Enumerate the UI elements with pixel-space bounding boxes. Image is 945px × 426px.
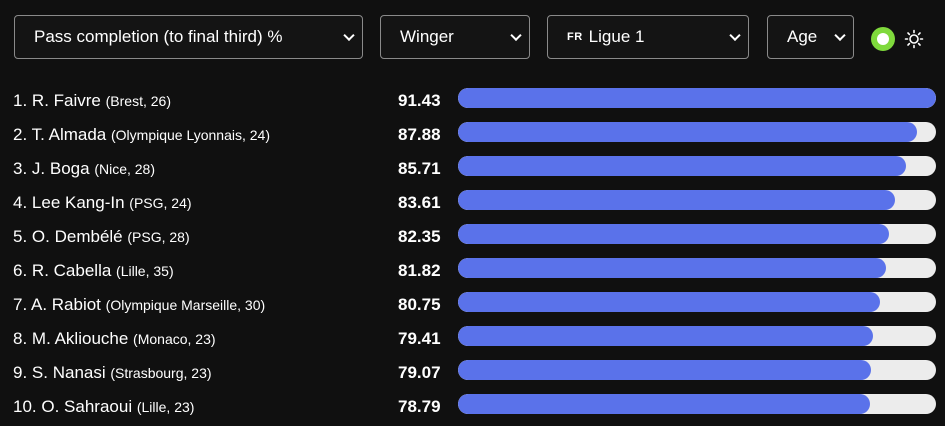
- player-value: 78.79: [398, 397, 441, 416]
- player-label: 2. T. Almada (Olympique Lyonnais, 24): [13, 125, 270, 145]
- league-select-value: Ligue 1: [588, 27, 645, 46]
- player-label: 8. M. Akliouche (Monaco, 23): [13, 329, 216, 349]
- player-label: 7. A. Rabiot (Olympique Marseille, 30): [13, 295, 265, 315]
- ranking-list: 1. R. Faivre (Brest, 26) 91.43 2. T. Almad…: [0, 83, 945, 423]
- table-row[interactable]: 3. J. Boga (Nice, 28) 85.71: [0, 151, 945, 185]
- position-select[interactable]: Winger: [380, 15, 530, 59]
- chevron-down-icon: [510, 29, 522, 42]
- player-value: 79.07: [398, 363, 441, 382]
- player-value: 91.43: [398, 91, 441, 110]
- table-row[interactable]: 7. A. Rabiot (Olympique Marseille, 30) 80…: [0, 287, 945, 321]
- player-name: O. Sahraoui: [41, 397, 133, 416]
- value-bar-fill: [458, 292, 881, 312]
- value-bar-fill: [458, 394, 870, 414]
- player-rank: 2.: [13, 125, 28, 144]
- player-name: Lee Kang-In: [31, 193, 125, 212]
- value-bar-track: [458, 326, 936, 346]
- value-bar-fill: [458, 190, 896, 210]
- player-label: 9. S. Nanasi (Strasbourg, 23): [13, 363, 212, 383]
- table-row[interactable]: 4. Lee Kang-In (PSG, 24) 83.61: [0, 185, 945, 219]
- player-rank: 10.: [13, 397, 37, 416]
- player-rank: 8.: [13, 329, 28, 348]
- value-bar-fill: [458, 122, 918, 142]
- sort-select[interactable]: Age: [767, 15, 854, 59]
- league-select[interactable]: FR Ligue 1: [547, 15, 749, 59]
- chevron-down-icon: [729, 29, 741, 42]
- player-rank: 6.: [13, 261, 28, 280]
- value-bar-track: [458, 122, 936, 142]
- value-bar-track: [458, 156, 936, 176]
- player-club-age: (Olympique Lyonnais, 24): [111, 127, 271, 143]
- light-theme-toggle[interactable]: [902, 27, 926, 51]
- player-value: 83.61: [398, 193, 441, 212]
- position-select-value: Winger: [400, 27, 454, 46]
- value-bar-fill: [458, 88, 936, 108]
- player-club-age: (Lille, 35): [116, 263, 174, 279]
- value-bar-track: [458, 360, 936, 380]
- player-value: 80.75: [398, 295, 441, 314]
- table-row[interactable]: 8. M. Akliouche (Monaco, 23) 79.41: [0, 321, 945, 355]
- table-row[interactable]: 10. O. Sahraoui (Lille, 23) 78.79: [0, 389, 945, 423]
- value-bar-track: [458, 224, 936, 244]
- table-row[interactable]: 1. R. Faivre (Brest, 26) 91.43: [0, 83, 945, 117]
- player-label: 3. J. Boga (Nice, 28): [13, 159, 155, 179]
- player-rank: 4.: [13, 193, 28, 212]
- value-bar-fill: [458, 224, 889, 244]
- value-bar-track: [458, 292, 936, 312]
- player-label: 4. Lee Kang-In (PSG, 24): [13, 193, 192, 213]
- value-bar-track: [458, 258, 936, 278]
- player-name: S. Nanasi: [31, 363, 106, 382]
- player-club-age: (PSG, 28): [127, 229, 190, 245]
- value-bar-fill: [458, 360, 872, 380]
- player-rank: 1.: [13, 91, 28, 110]
- table-row[interactable]: 2. T. Almada (Olympique Lyonnais, 24) 87.…: [0, 117, 945, 151]
- player-rank: 3.: [13, 159, 28, 178]
- chevron-down-icon: [343, 29, 355, 42]
- player-value: 79.41: [398, 329, 441, 348]
- player-name: R. Faivre: [31, 91, 101, 110]
- player-club-age: (Olympique Marseille, 30): [105, 297, 266, 313]
- player-name: M. Akliouche: [31, 329, 129, 348]
- player-club-age: (Brest, 26): [105, 93, 171, 109]
- player-value: 81.82: [398, 261, 441, 280]
- player-label: 6. R. Cabella (Lille, 35): [13, 261, 174, 281]
- player-club-age: (Strasbourg, 23): [110, 365, 212, 381]
- player-label: 5. O. Dembélé (PSG, 28): [13, 227, 190, 247]
- value-bar-track: [458, 394, 936, 414]
- player-rank: 7.: [13, 295, 28, 314]
- value-bar-track: [458, 190, 936, 210]
- player-club-age: (Lille, 23): [136, 399, 195, 415]
- metric-select[interactable]: Pass completion (to final third) %: [14, 15, 363, 59]
- player-rank: 9.: [13, 363, 28, 382]
- player-label: 1. R. Faivre (Brest, 26): [13, 91, 171, 111]
- player-value: 85.71: [398, 159, 441, 178]
- player-value: 82.35: [398, 227, 441, 246]
- chevron-down-icon: [834, 29, 846, 42]
- metric-select-value: Pass completion (to final third) %: [34, 27, 283, 46]
- value-bar-fill: [458, 326, 874, 346]
- player-club-age: (Nice, 28): [94, 161, 155, 177]
- value-bar-fill: [458, 258, 886, 278]
- sun-icon: [904, 29, 924, 49]
- player-value: 87.88: [398, 125, 441, 144]
- player-club-age: (PSG, 24): [129, 195, 192, 211]
- filter-toolbar: Pass completion (to final third) % Winge…: [14, 15, 934, 61]
- player-rank: 5.: [13, 227, 28, 246]
- value-bar-fill: [458, 156, 907, 176]
- player-name: J. Boga: [31, 159, 90, 178]
- dark-theme-toggle[interactable]: [871, 27, 895, 51]
- table-row[interactable]: 5. O. Dembélé (PSG, 28) 82.35: [0, 219, 945, 253]
- player-name: O. Dembélé: [31, 227, 123, 246]
- player-name: R. Cabella: [31, 261, 112, 280]
- player-name: T. Almada: [31, 125, 107, 144]
- league-flag-icon: FR: [567, 31, 583, 43]
- value-bar-track: [458, 88, 936, 108]
- table-row[interactable]: 9. S. Nanasi (Strasbourg, 23) 79.07: [0, 355, 945, 389]
- player-name: A. Rabiot: [30, 295, 101, 314]
- player-label: 10. O. Sahraoui (Lille, 23): [13, 397, 194, 417]
- player-club-age: (Monaco, 23): [133, 331, 216, 347]
- sort-select-value: Age: [787, 27, 818, 46]
- table-row[interactable]: 6. R. Cabella (Lille, 35) 81.82: [0, 253, 945, 287]
